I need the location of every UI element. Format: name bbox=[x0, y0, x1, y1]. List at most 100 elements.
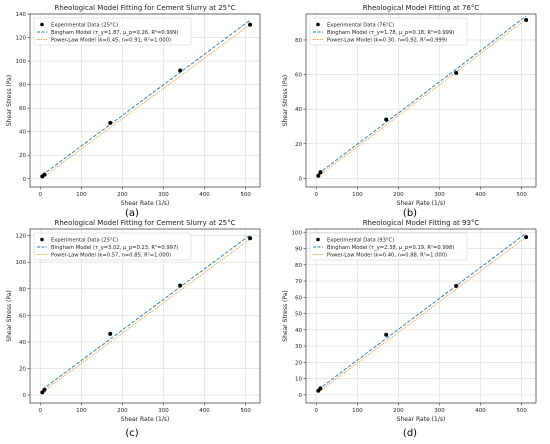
y-tick-label: 80 bbox=[295, 263, 302, 269]
x-tick-label: 0 bbox=[315, 408, 319, 414]
chart-title: Rheological Model Fitting for Cement Slu… bbox=[54, 219, 235, 227]
axes-frame bbox=[29, 228, 261, 404]
data-point-0 bbox=[248, 236, 253, 241]
legend-label: Experimental Data (76°C) bbox=[327, 23, 394, 29]
x-tick-label: 300 bbox=[434, 408, 445, 414]
x-tick-label: 300 bbox=[158, 408, 169, 414]
y-tick-label: 40 bbox=[295, 107, 302, 113]
legend-label: Bingham Model (τ_y=1.87, μ_p=0.26, R²=0.… bbox=[51, 30, 178, 36]
y-tick-label: 10 bbox=[295, 377, 302, 383]
y-tick-label: 0 bbox=[23, 393, 27, 399]
panel-caption: (d) bbox=[403, 428, 417, 439]
x-tick-label: 200 bbox=[393, 408, 404, 414]
y-tick-label: 70 bbox=[295, 279, 302, 285]
x-axis-label: Shear Rate (1/s) bbox=[121, 416, 170, 423]
y-tick-label: 40 bbox=[19, 340, 26, 346]
x-tick-label: 400 bbox=[475, 192, 486, 198]
y-tick-label: 80 bbox=[19, 83, 26, 89]
x-tick-label: 200 bbox=[393, 192, 404, 198]
y-tick-label: 50 bbox=[295, 312, 302, 318]
y-tick-label: 80 bbox=[19, 287, 26, 293]
y-tick-label: 20 bbox=[19, 366, 26, 372]
chart-panel-3: Rheological Model Fitting for Cement Slu… bbox=[6, 219, 261, 439]
data-point-0 bbox=[454, 283, 459, 288]
y-tick-label: 20 bbox=[295, 142, 302, 148]
y-tick-label: 0 bbox=[23, 177, 27, 183]
y-tick-label: 100 bbox=[292, 230, 303, 236]
series-line-1 bbox=[42, 19, 251, 176]
legend-label: Power-Law Model (k=0.45, n=0.91, R²=1.00… bbox=[51, 38, 171, 44]
legend-marker bbox=[40, 237, 44, 242]
series-line-2 bbox=[42, 238, 251, 393]
legend-label: Bingham Model (τ_y=1.78, μ_p=0.18, R²=0.… bbox=[327, 30, 454, 36]
y-tick-label: 0 bbox=[299, 176, 303, 182]
series-line-1 bbox=[318, 232, 527, 390]
series-line-1 bbox=[42, 234, 251, 390]
data-point-0 bbox=[248, 22, 253, 27]
y-tick-label: 30 bbox=[295, 344, 302, 350]
data-point-0 bbox=[524, 235, 529, 240]
data-point-0 bbox=[108, 120, 113, 125]
x-axis-label: Shear Rate (1/s) bbox=[121, 200, 170, 207]
data-point-0 bbox=[42, 387, 47, 392]
y-tick-label: 90 bbox=[295, 247, 302, 253]
y-axis-label: Shear Stress (Pa) bbox=[6, 75, 13, 126]
panel-caption: (c) bbox=[125, 428, 138, 439]
legend-box bbox=[33, 17, 192, 46]
legend-box bbox=[309, 17, 468, 46]
legend-label: Experimental Data (25°C) bbox=[51, 238, 118, 244]
series-line-2 bbox=[318, 18, 527, 177]
x-tick-label: 200 bbox=[117, 408, 128, 414]
legend-box bbox=[309, 232, 468, 261]
axes-frame bbox=[305, 228, 537, 404]
y-tick-label: 40 bbox=[19, 130, 26, 136]
data-point-0 bbox=[524, 18, 529, 23]
y-tick-label: 120 bbox=[16, 234, 27, 240]
legend-label: Experimental Data (25°C) bbox=[51, 23, 118, 29]
legend-label: Bingham Model (τ_y=3.02, μ_p=0.23, R²=0.… bbox=[51, 245, 178, 251]
data-point-0 bbox=[42, 172, 47, 177]
legend-marker bbox=[316, 237, 320, 242]
y-tick-label: 60 bbox=[295, 73, 302, 79]
x-tick-label: 500 bbox=[516, 408, 527, 414]
data-point-0 bbox=[316, 173, 321, 178]
x-tick-label: 100 bbox=[76, 408, 87, 414]
x-tick-label: 100 bbox=[352, 192, 363, 198]
x-axis-label: Shear Rate (1/s) bbox=[397, 200, 446, 207]
y-tick-label: 40 bbox=[295, 328, 302, 334]
series-line-1 bbox=[318, 15, 527, 175]
chart-title: Rheological Model Fitting at 76°C bbox=[363, 4, 480, 12]
chart-title: Rheological Model Fitting for Cement Slu… bbox=[54, 4, 235, 12]
data-point-0 bbox=[318, 386, 323, 391]
y-tick-label: 0 bbox=[299, 393, 303, 399]
series-line-2 bbox=[318, 236, 527, 393]
x-tick-label: 0 bbox=[39, 192, 43, 198]
data-point-0 bbox=[178, 283, 183, 288]
data-point-0 bbox=[384, 117, 389, 122]
x-tick-label: 300 bbox=[158, 192, 169, 198]
data-point-0 bbox=[454, 70, 459, 75]
x-tick-label: 400 bbox=[199, 408, 210, 414]
y-tick-label: 100 bbox=[16, 260, 27, 266]
legend-label: Bingham Model (τ_y=2.38, μ_p=0.19, R²=0.… bbox=[327, 245, 454, 251]
x-tick-label: 500 bbox=[240, 192, 251, 198]
x-tick-label: 200 bbox=[117, 192, 128, 198]
data-point-0 bbox=[108, 331, 113, 336]
x-tick-label: 0 bbox=[39, 408, 43, 414]
data-point-0 bbox=[318, 170, 323, 175]
chart-panel-2: Rheological Model Fitting at 76°C0 100 200… bbox=[282, 4, 537, 219]
chart-panel-4: Rheological Model Fitting at 93°C0 100 200… bbox=[282, 219, 537, 439]
series-line-2 bbox=[42, 24, 251, 178]
x-tick-label: 500 bbox=[516, 192, 527, 198]
y-tick-label: 60 bbox=[19, 313, 26, 319]
data-point-0 bbox=[178, 68, 183, 73]
chart-panel-1: Rheological Model Fitting for Cement Slu… bbox=[6, 4, 261, 219]
panel-caption: (a) bbox=[125, 208, 139, 219]
legend-label: Power-Law Model (k=0.30, n=0.92, R²=0.99… bbox=[327, 38, 447, 44]
axes-frame bbox=[29, 13, 261, 188]
legend-label: Power-Law Model (k=0.57, n=0.85, R²=1.00… bbox=[51, 253, 171, 259]
y-tick-label: 20 bbox=[295, 360, 302, 366]
x-tick-label: 0 bbox=[315, 192, 319, 198]
legend-box bbox=[33, 232, 192, 261]
x-axis-label: Shear Rate (1/s) bbox=[397, 416, 446, 423]
